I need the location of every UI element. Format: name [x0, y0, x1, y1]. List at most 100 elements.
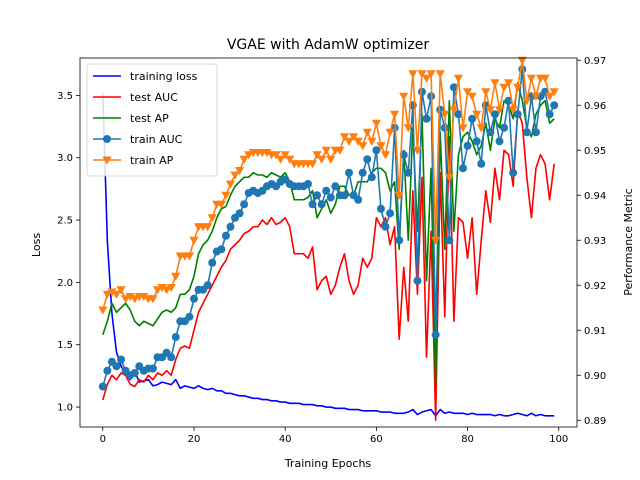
data-point-train-auc — [354, 195, 363, 204]
data-point-train-auc — [112, 362, 121, 371]
data-point-train-auc — [326, 193, 335, 202]
plot-area — [98, 56, 559, 422]
x-tick-label: 20 — [188, 434, 201, 445]
data-point-train-auc — [386, 209, 395, 218]
data-point-train-ap — [317, 155, 327, 164]
data-point-train-auc — [490, 110, 499, 119]
data-point-train-ap — [225, 180, 236, 189]
data-point-train-ap — [499, 83, 509, 92]
data-point-train-auc — [148, 364, 157, 373]
series-line-train-auc — [102, 68, 555, 387]
legend-entry-train-ap: train AP — [93, 154, 174, 167]
data-point-train-auc — [358, 168, 367, 177]
legend-entry-training-loss: training loss — [93, 70, 198, 83]
data-point-train-ap — [467, 92, 477, 101]
data-point-train-ap — [522, 97, 532, 106]
legend-label: train AP — [130, 154, 174, 167]
series-train-ap — [98, 56, 559, 315]
data-point-train-auc — [331, 182, 340, 191]
data-point-train-ap — [412, 146, 423, 155]
legend-box — [86, 63, 218, 177]
legend-marker — [102, 156, 112, 165]
data-point-train-auc — [372, 146, 381, 155]
data-point-train-ap — [244, 151, 254, 160]
y-right-tick-label: 0.94 — [584, 191, 606, 202]
data-point-train-auc — [345, 168, 354, 177]
data-point-train-ap — [399, 92, 409, 101]
y-right-tick-label: 0.89 — [584, 416, 606, 427]
legend-entry-test-auc: test AUC — [93, 91, 178, 104]
data-point-train-ap — [458, 124, 468, 133]
data-point-train-auc — [395, 236, 404, 245]
data-point-train-ap — [207, 214, 217, 223]
x-axis-label: Training Epochs — [284, 457, 372, 470]
series-line-train-ap — [102, 59, 555, 311]
data-point-train-ap — [230, 171, 240, 180]
y-right-tick-label: 0.90 — [584, 371, 606, 382]
data-point-train-ap — [221, 191, 231, 200]
data-point-train-ap — [449, 106, 459, 115]
data-point-train-ap — [130, 295, 140, 304]
data-point-train-ap — [98, 306, 108, 315]
data-point-train-ap — [120, 295, 131, 304]
data-point-train-auc — [240, 200, 249, 209]
legend-label: train AUC — [130, 133, 183, 146]
data-point-train-ap — [508, 106, 518, 115]
data-point-train-ap — [481, 88, 491, 97]
data-point-train-auc — [189, 294, 198, 303]
y-right-tick-label: 0.92 — [584, 281, 606, 292]
data-point-train-auc — [495, 137, 504, 146]
data-point-train-ap — [344, 137, 354, 146]
data-point-train-auc — [422, 114, 431, 123]
data-point-train-ap — [152, 286, 163, 295]
data-point-train-ap — [390, 110, 400, 119]
data-point-train-ap — [203, 223, 213, 232]
legend-entry-train-auc: train AUC — [93, 133, 183, 146]
data-point-train-ap — [184, 252, 195, 261]
x-tick-label: 40 — [279, 434, 292, 445]
data-point-train-auc — [340, 191, 349, 200]
y-right-tick-label: 0.91 — [584, 326, 606, 337]
x-tick-label: 100 — [549, 434, 568, 445]
data-point-train-ap — [166, 284, 176, 293]
data-point-train-ap — [517, 56, 527, 65]
data-point-train-auc — [472, 137, 481, 146]
data-point-train-ap — [417, 70, 427, 79]
data-point-train-ap — [216, 200, 226, 209]
data-point-train-auc — [130, 369, 139, 377]
data-point-train-ap — [371, 119, 381, 128]
legend-label: test AUC — [130, 91, 178, 104]
data-point-train-ap — [280, 151, 290, 160]
data-point-train-auc — [459, 164, 468, 173]
data-point-train-ap — [102, 290, 112, 299]
data-point-train-auc — [376, 204, 385, 213]
data-point-train-ap — [540, 74, 550, 83]
data-point-train-auc — [117, 355, 126, 364]
series-line-test-auc — [102, 108, 555, 422]
series-line-training-loss — [102, 92, 555, 417]
data-point-train-auc — [381, 222, 390, 231]
data-point-train-ap — [531, 92, 541, 101]
data-point-train-auc — [413, 276, 422, 285]
data-point-train-ap — [271, 151, 281, 160]
plot-frame — [79, 57, 578, 428]
x-tick-label: 80 — [461, 434, 474, 445]
y-axis-right-label: Performance Metric — [622, 188, 635, 295]
data-point-train-auc — [103, 366, 112, 375]
data-point-train-ap — [148, 295, 158, 304]
data-point-train-ap — [549, 88, 559, 97]
data-point-train-auc — [208, 258, 217, 267]
data-point-train-ap — [435, 70, 445, 79]
y-right-tick-label: 0.93 — [584, 236, 606, 247]
legend: training loss test AUC test AP train AUC tra… — [86, 63, 218, 177]
data-point-train-ap — [239, 155, 249, 164]
data-point-train-ap — [504, 79, 514, 88]
x-tick-label: 60 — [370, 434, 383, 445]
data-point-train-ap — [494, 106, 505, 115]
data-point-train-ap — [440, 110, 450, 119]
data-point-train-auc — [509, 168, 518, 177]
data-point-train-auc — [463, 141, 472, 150]
data-point-train-auc — [185, 312, 194, 321]
data-point-train-auc — [404, 168, 413, 177]
data-point-train-auc — [477, 159, 486, 168]
